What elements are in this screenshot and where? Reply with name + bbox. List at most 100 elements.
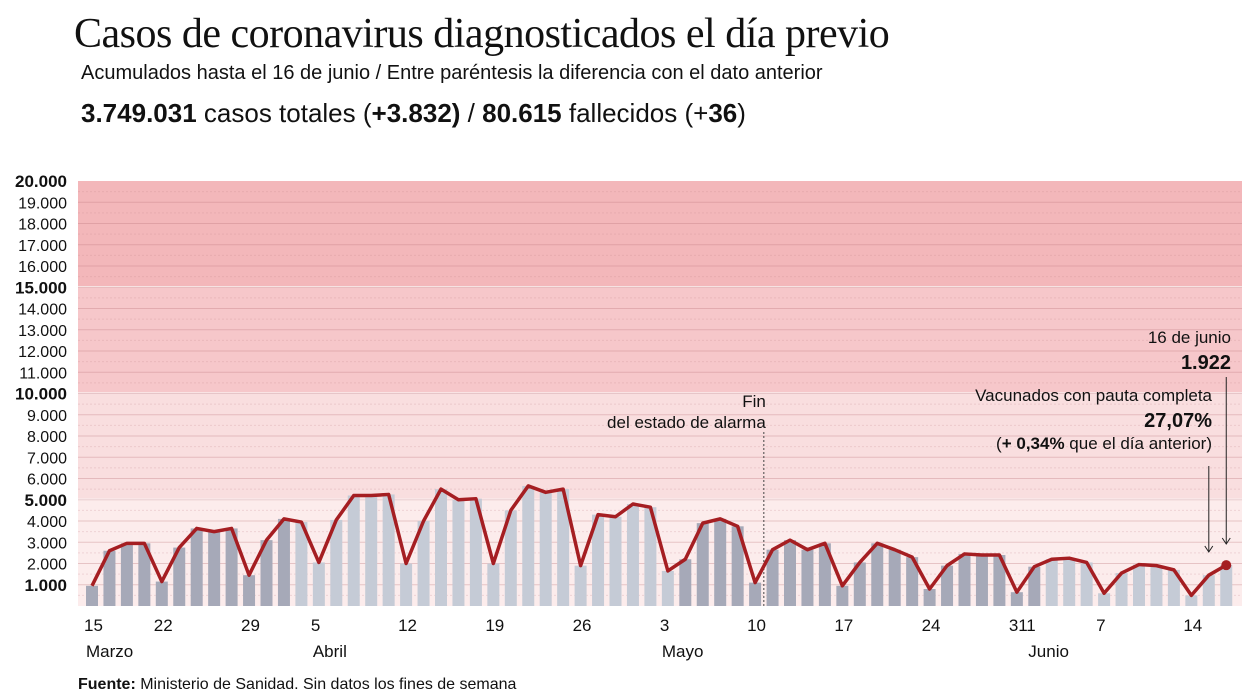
bar xyxy=(1045,559,1058,606)
y-tick-label: 20.000 xyxy=(15,172,67,191)
y-tick-label: 12.000 xyxy=(18,344,67,361)
month-label: Mayo xyxy=(662,642,704,661)
bar xyxy=(400,563,413,606)
bar xyxy=(260,540,273,606)
bar xyxy=(557,489,570,606)
bar xyxy=(208,531,221,606)
bar xyxy=(1220,565,1233,606)
bar xyxy=(1063,558,1076,606)
bar xyxy=(888,549,901,606)
deaths-label: fallecidos (+ xyxy=(561,98,709,128)
x-tick-label: 3 xyxy=(660,616,669,635)
cases-diff: +3.832) xyxy=(371,98,461,128)
right-annotations: 16 de junio 1.922 Vacunados con pauta co… xyxy=(975,328,1231,553)
y-tick-label: 3.000 xyxy=(27,535,67,552)
source-text: Ministerio de Sanidad. Sin datos los fin… xyxy=(135,676,517,693)
bar xyxy=(644,507,657,606)
x-tick-label: 22 xyxy=(154,616,173,635)
x-tick-label: 29 xyxy=(241,616,260,635)
bar xyxy=(330,519,343,606)
bar xyxy=(347,495,360,606)
vaccinated-diff-rest: que el día anterior) xyxy=(1065,434,1212,453)
month-label: Junio xyxy=(1028,642,1069,661)
bar xyxy=(120,543,133,606)
totals-close: ) xyxy=(737,98,746,128)
vaccinated-label: Vacunados con pauta completa xyxy=(975,386,1212,405)
y-tick-label: 5.000 xyxy=(24,491,67,510)
y-tick-label: 6.000 xyxy=(27,472,67,489)
bar xyxy=(958,553,971,606)
bar xyxy=(504,510,517,606)
vaccinated-value: 27,07% xyxy=(1144,410,1212,432)
bar xyxy=(1150,565,1163,606)
y-tick-label: 4.000 xyxy=(27,514,67,531)
y-tick-label: 13.000 xyxy=(18,323,67,340)
x-tick-label: 15 xyxy=(84,616,103,635)
bar xyxy=(941,565,954,606)
bar xyxy=(853,562,866,606)
bar xyxy=(295,522,308,606)
y-tick-label: 11.000 xyxy=(19,365,67,382)
bar xyxy=(836,585,849,606)
chart-title: Casos de coronavirus diagnosticados el d… xyxy=(74,11,890,57)
x-tick-label: 7 xyxy=(1096,616,1105,635)
bar xyxy=(243,575,256,606)
y-tick-label: 7.000 xyxy=(27,450,67,467)
alarm-end-label-1: Fin xyxy=(742,392,766,411)
bar xyxy=(417,521,430,606)
deaths-diff: 36 xyxy=(708,98,738,128)
bar xyxy=(766,549,779,606)
bar xyxy=(784,540,796,606)
bar xyxy=(592,514,605,606)
x-tick-label: 1 xyxy=(1026,616,1035,635)
bars xyxy=(86,485,1233,606)
bar xyxy=(923,589,936,606)
x-tick-label: 17 xyxy=(834,616,853,635)
x-tick-label: 26 xyxy=(573,616,592,635)
last-date-label: 16 de junio xyxy=(1148,328,1231,347)
bar xyxy=(975,555,988,606)
bar xyxy=(487,563,500,606)
band-low xyxy=(78,393,1242,499)
x-tick-label: 5 xyxy=(311,616,320,635)
bar xyxy=(1080,562,1093,606)
bar xyxy=(871,543,884,606)
bar xyxy=(1028,566,1041,606)
y-tick-label: 18.000 xyxy=(18,217,67,234)
y-tick-label: 10.000 xyxy=(15,385,67,404)
bar xyxy=(155,581,168,606)
bar xyxy=(1167,569,1180,606)
totals-separator: / xyxy=(460,98,483,128)
y-tick-label: 17.000 xyxy=(18,238,67,255)
y-tick-label: 19.000 xyxy=(18,195,67,212)
y-tick-label: 14.000 xyxy=(18,302,67,319)
vaccinated-diff-value: + 0,34% xyxy=(1002,434,1065,453)
y-tick-label: 1.000 xyxy=(24,576,67,595)
x-tick-label: 31 xyxy=(1009,616,1028,635)
y-tick-label: 16.000 xyxy=(18,259,67,276)
bar xyxy=(626,504,639,606)
chart-subtitle: Acumulados hasta el 16 de junio / Entre … xyxy=(81,62,823,84)
last-value-label: 1.922 xyxy=(1181,352,1231,374)
bar xyxy=(749,582,762,606)
bar xyxy=(173,547,186,606)
source-label: Fuente: xyxy=(78,676,136,693)
bar xyxy=(609,516,622,606)
bar xyxy=(1185,595,1198,606)
y-tick-label: 8.000 xyxy=(27,429,67,446)
bar xyxy=(679,559,692,606)
y-tick-label: 9.000 xyxy=(27,408,67,425)
bar xyxy=(312,562,325,606)
bar xyxy=(1098,593,1111,606)
bar xyxy=(522,485,535,606)
bar xyxy=(801,549,814,606)
x-tick-label: 10 xyxy=(747,616,766,635)
last-point-marker xyxy=(1221,560,1232,571)
x-tick-label: 12 xyxy=(398,616,417,635)
bar xyxy=(574,565,587,606)
series-line xyxy=(90,484,1228,598)
bar xyxy=(1115,573,1128,606)
bar xyxy=(906,557,919,606)
